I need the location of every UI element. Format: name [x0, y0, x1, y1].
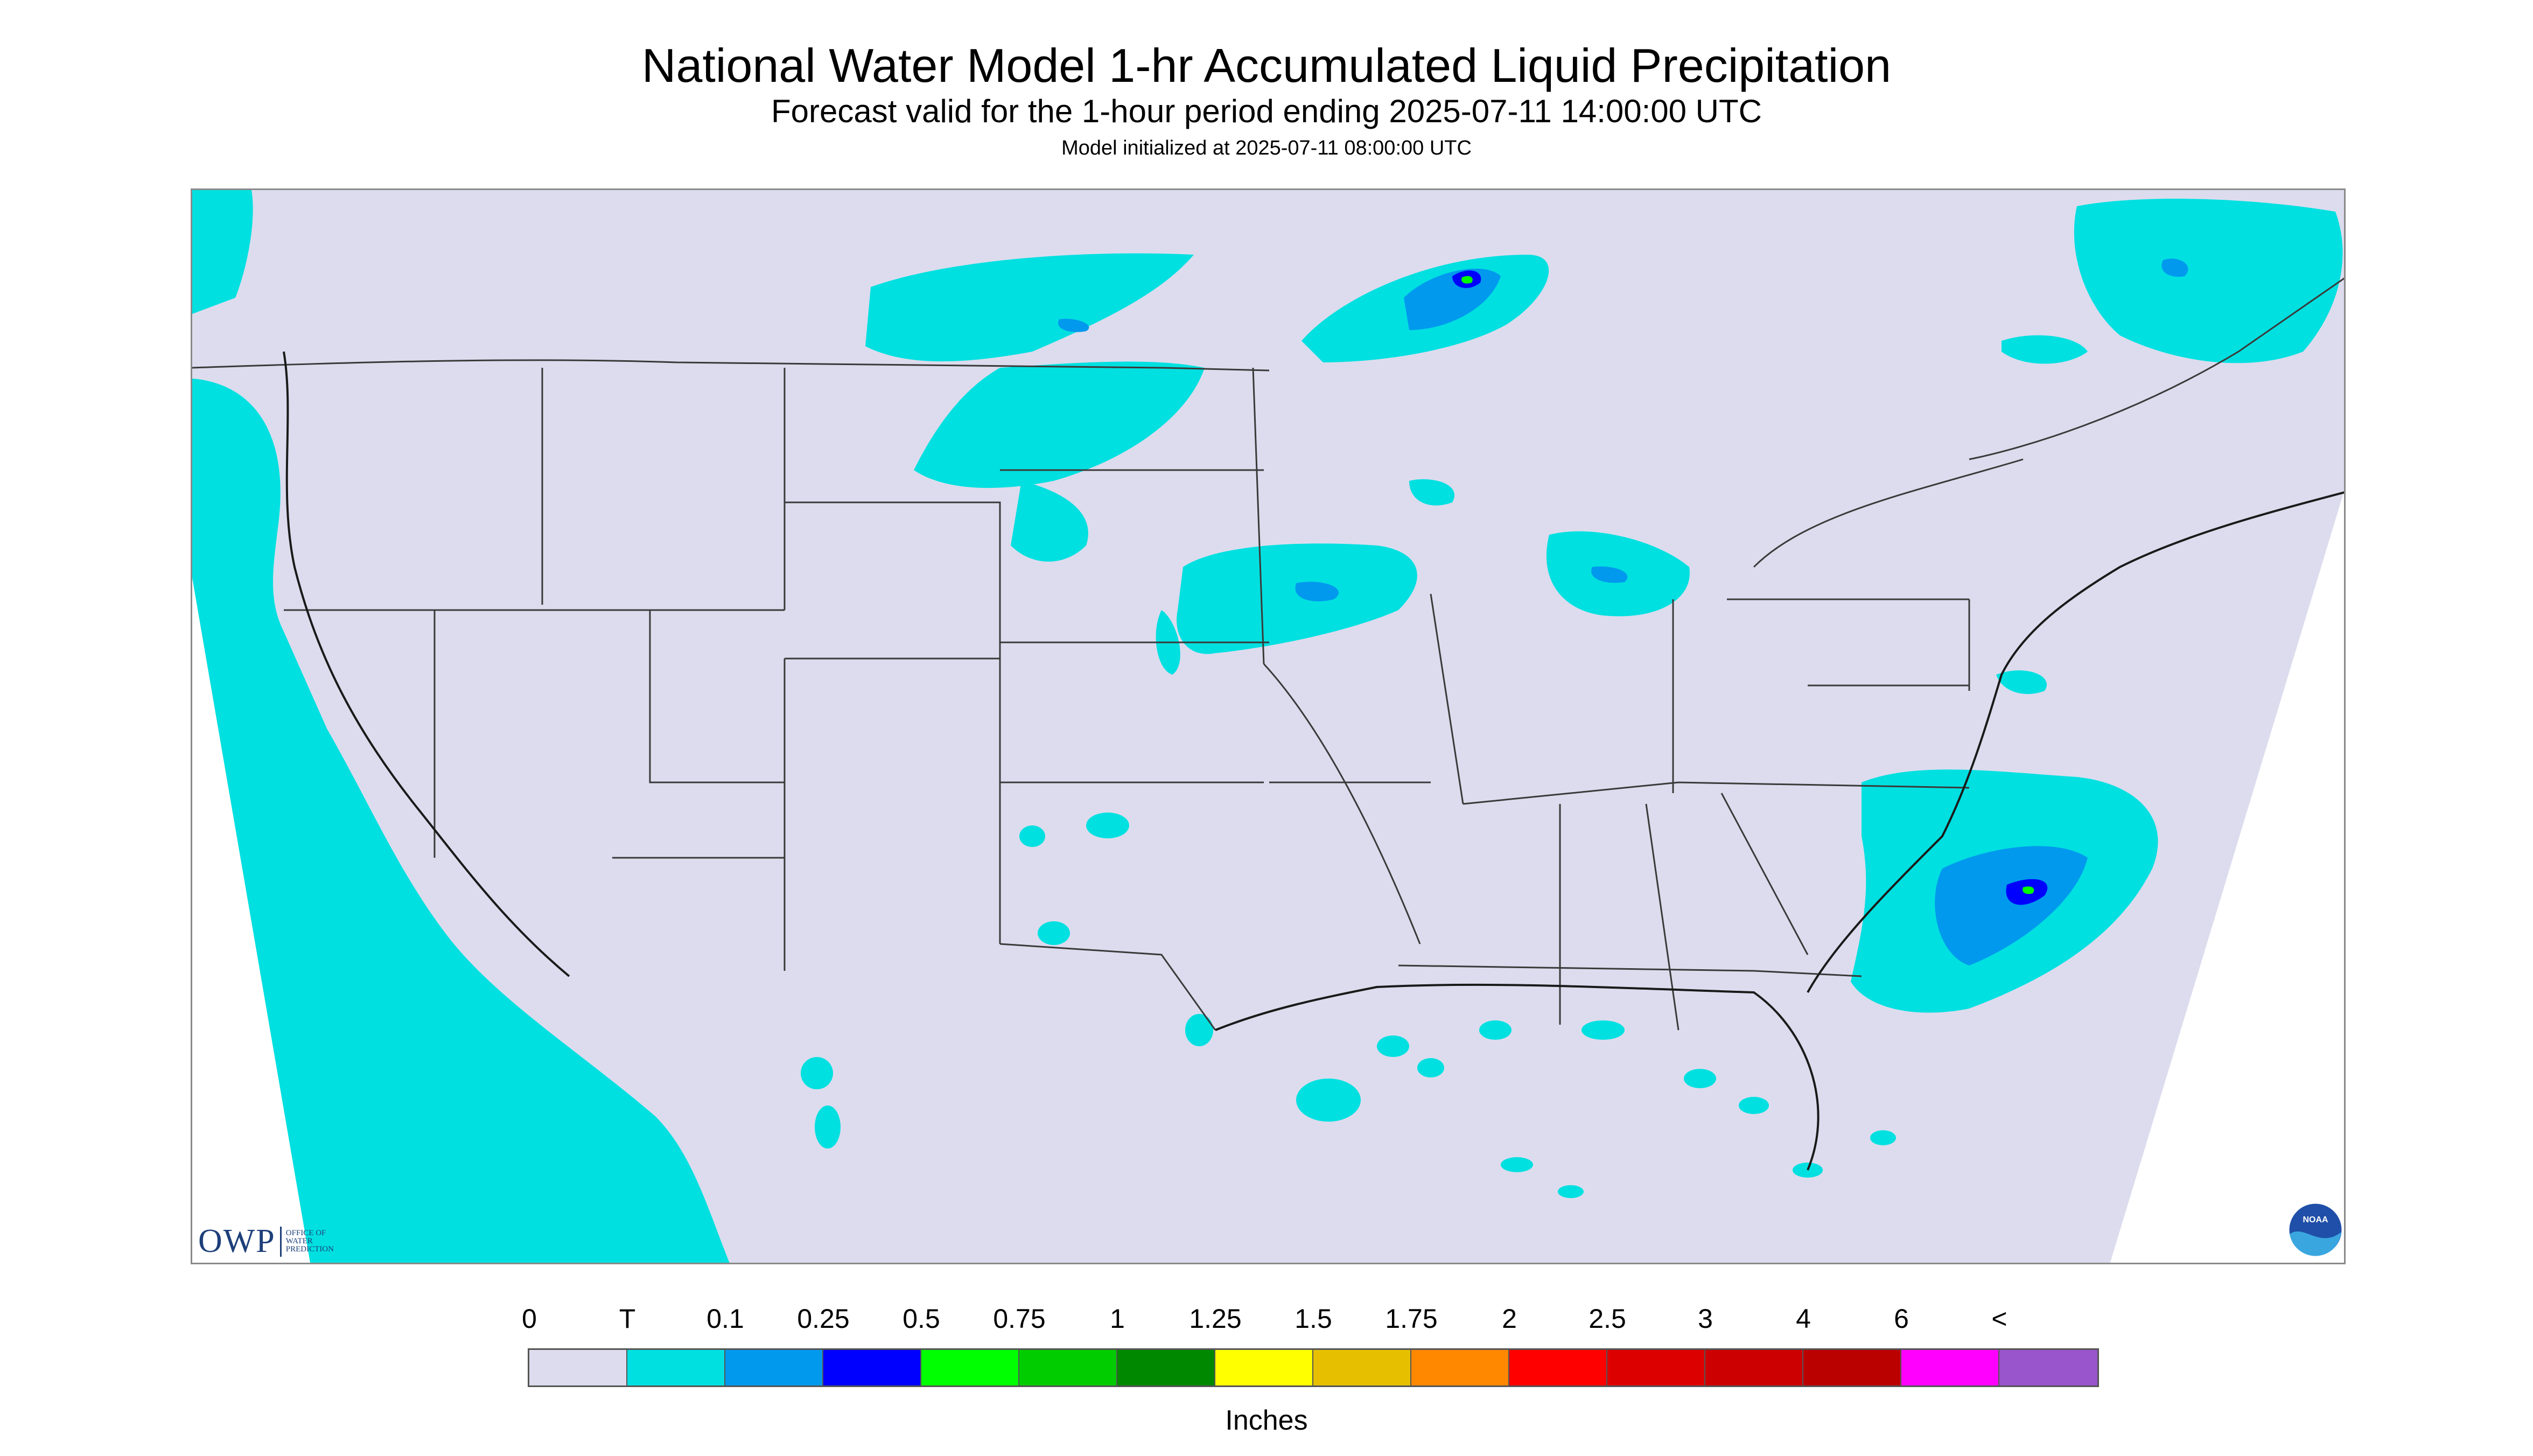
precip-prairies-core: [1058, 319, 1089, 332]
owp-logo-text: OWP: [198, 1223, 276, 1259]
legend-swatch: [1411, 1350, 1509, 1385]
precip-midwest-core: [1295, 582, 1339, 601]
legend-swatch: [627, 1350, 725, 1385]
legend-swatch: [1901, 1350, 1999, 1385]
legend-colorbar: [528, 1348, 2099, 1387]
legend-swatch: [1215, 1350, 1313, 1385]
legend-tick-label: 0: [522, 1304, 537, 1334]
coastlines: [283, 351, 2344, 1171]
precip-michigan-core: [1591, 566, 1628, 583]
precip-gulf-cells: [801, 813, 1896, 1198]
legend-swatch: [1509, 1350, 1607, 1385]
map-subtitle: Forecast valid for the 1-hour period end…: [771, 93, 1762, 129]
precip-quebec: [2074, 199, 2343, 363]
precip-atlantic-core: [1935, 846, 2088, 965]
legend-swatch: [1607, 1350, 1705, 1385]
legend-tick-label: 0.25: [797, 1304, 850, 1334]
map-title: National Water Model 1-hr Accumulated Li…: [641, 39, 1892, 92]
legend-swatch: [921, 1350, 1019, 1385]
precip-atlantic-max: [2023, 886, 2034, 894]
precip-quebec-west: [2002, 335, 2088, 364]
precip-dakotas: [914, 361, 1205, 488]
legend-tick-label: 1: [1110, 1304, 1125, 1334]
precip-dakotas-south: [1011, 481, 1088, 562]
legend-tick-label: 1.5: [1295, 1304, 1332, 1334]
precip-quebec-core: [2161, 258, 2188, 277]
legend-tick-label: T: [619, 1304, 636, 1334]
legend-tick-label: 0.5: [902, 1304, 940, 1334]
owp-logo-subtext: OFFICE OF WATER PREDICTION: [285, 1229, 334, 1254]
legend-swatch: [529, 1350, 627, 1385]
legend-units: Inches: [1225, 1405, 1308, 1436]
legend-tick-label: 0.75: [993, 1304, 1046, 1334]
precip-ontario-max: [1461, 276, 1473, 284]
model-init-text: Model initialized at 2025-07-11 08:00:00…: [1061, 137, 1472, 159]
precipitation-map: [191, 188, 2346, 1264]
legend-tick-label: 2.5: [1589, 1304, 1626, 1334]
precip-pacific-band: [192, 379, 730, 1263]
noaa-logo-icon: NOAA: [2287, 1202, 2343, 1258]
precip-wisconsin: [1409, 479, 1454, 506]
legend-swatch: [1803, 1350, 1901, 1385]
legend-tick-label: 3: [1698, 1304, 1713, 1334]
precip-prairies-north: [865, 253, 1194, 362]
legend-swatch: [1019, 1350, 1117, 1385]
legend-tick-label: 4: [1796, 1304, 1811, 1334]
legend-swatch: [725, 1350, 823, 1385]
legend-tick-label: 0.1: [706, 1304, 744, 1334]
legend-labels: 0 T 0.1 0.25 0.5 0.75 1 1.25 1.5 1.75 2 2.5 3 4 6 <: [0, 1303, 2533, 1335]
legend-swatch: [1117, 1350, 1215, 1385]
legend-swatch: [1999, 1350, 2097, 1385]
boundary-lines: [192, 277, 2344, 1031]
precip-upper-midwest: [1177, 543, 1417, 654]
legend-swatch: [823, 1350, 921, 1385]
legend-swatch: [1313, 1350, 1411, 1385]
map-canvas: [192, 190, 2344, 1263]
legend-tick-label: 2: [1502, 1304, 1517, 1334]
owp-logo: OWP OFFICE OF WATER PREDICTION: [198, 1222, 334, 1261]
svg-text:NOAA: NOAA: [2303, 1215, 2328, 1224]
precip-nw-corner: [192, 190, 253, 314]
legend-tick-label: 6: [1894, 1304, 1909, 1334]
owp-logo-divider: [279, 1226, 282, 1257]
legend-tick-label: 1.75: [1385, 1304, 1438, 1334]
legend-tick-label: 1.25: [1189, 1304, 1242, 1334]
legend-tick-label: <: [1991, 1304, 2007, 1334]
precip-nj-coast: [1996, 670, 2047, 694]
legend-swatch: [1705, 1350, 1803, 1385]
